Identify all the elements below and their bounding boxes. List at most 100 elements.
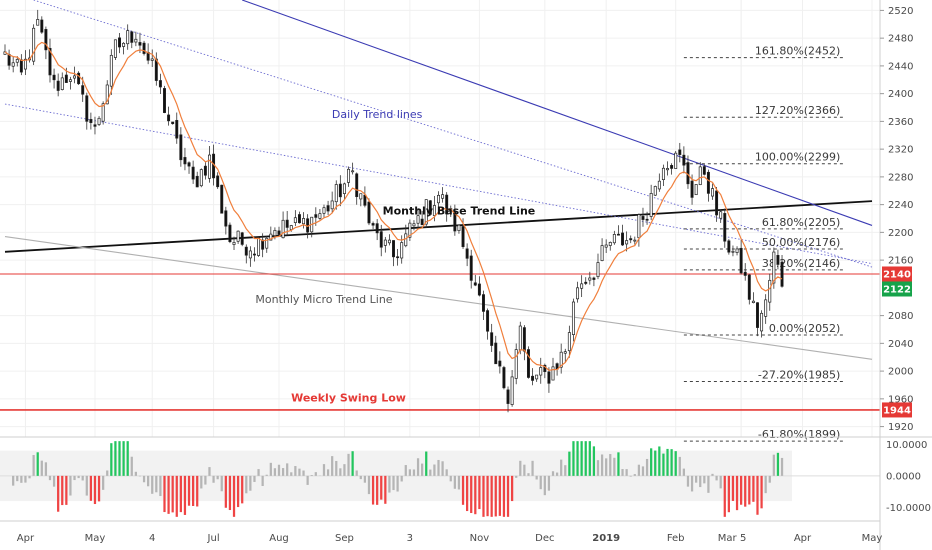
candle-body xyxy=(432,205,436,216)
candle-body xyxy=(576,287,580,300)
candle-body xyxy=(122,42,126,47)
candle-body xyxy=(571,301,575,335)
candle-body xyxy=(387,239,391,244)
candle-body xyxy=(330,200,334,210)
candle-body xyxy=(645,218,649,221)
candle-body xyxy=(715,190,719,216)
candle-body xyxy=(756,302,759,328)
price-badge xyxy=(882,402,912,418)
candle-body xyxy=(273,229,277,237)
candle-body xyxy=(616,233,620,236)
oscillator-pane xyxy=(0,436,932,517)
candle-body xyxy=(171,121,175,125)
candle-body xyxy=(584,281,588,284)
price-badge-label: 2122 xyxy=(883,284,911,295)
time-tick-label: Dec xyxy=(535,533,554,544)
candle-body xyxy=(396,256,400,259)
candle-body xyxy=(559,351,563,368)
candle-body xyxy=(690,180,694,198)
time-tick-label: Feb xyxy=(667,533,685,544)
candle-body xyxy=(657,180,661,190)
candle-body xyxy=(437,194,440,204)
fib-level-label: 50.00%(2176) xyxy=(762,236,841,249)
trend-lines xyxy=(4,0,873,360)
candle-body xyxy=(248,250,252,259)
fib-level-label: -27.20%(1985) xyxy=(758,369,841,382)
price-pane-bg xyxy=(0,0,880,437)
candle-body xyxy=(400,242,404,259)
candle-body xyxy=(199,169,203,187)
candle-body xyxy=(674,152,678,169)
candle-body xyxy=(670,165,674,169)
price-tick-label: 2360 xyxy=(888,117,913,128)
candle-body xyxy=(183,157,187,165)
candle-body xyxy=(649,193,653,217)
candle-body xyxy=(482,294,485,312)
candle-body xyxy=(167,114,171,122)
candle-body xyxy=(220,184,224,214)
candle-body xyxy=(322,207,326,214)
candle-body xyxy=(19,59,23,73)
time-tick-label: Nov xyxy=(470,533,490,544)
candle-body xyxy=(342,183,346,194)
grid-lines xyxy=(0,0,880,437)
candle-body xyxy=(363,194,367,206)
fib-level-label: 61.80%(2205) xyxy=(762,216,841,229)
candle-body xyxy=(445,194,449,215)
candle-body xyxy=(355,173,359,198)
candle-body xyxy=(486,310,490,332)
candle-body xyxy=(580,283,584,289)
price-tick-label: 2000 xyxy=(888,367,913,378)
candle-body xyxy=(60,77,64,90)
fib-level-label: 100.00%(2299) xyxy=(755,151,841,164)
candle-body xyxy=(375,223,379,234)
candle-body xyxy=(600,245,604,261)
candle-body xyxy=(502,367,506,389)
candle-body xyxy=(269,233,273,241)
price-axis[interactable]: 2520 2480 2440 2400 2360 2320 2280 2240 2200 2160… xyxy=(879,0,913,550)
candle-body xyxy=(514,349,518,379)
candle-body xyxy=(351,170,355,173)
candle-body xyxy=(175,119,179,139)
candle-body xyxy=(150,58,154,61)
candle-body xyxy=(408,222,412,238)
candle-body xyxy=(81,85,85,95)
candle-body xyxy=(289,225,293,230)
candle-body xyxy=(404,233,408,247)
candle-body xyxy=(277,230,281,235)
annotation-label: Monthly Micro Trend Line xyxy=(255,293,392,306)
time-axis[interactable]: Apr May 4 Jul Aug Sep 3 Nov Dec 2019 Feb Mar 5 Apr May xyxy=(0,520,882,544)
time-tick-label: Jul xyxy=(207,533,220,544)
candle-body xyxy=(158,80,162,88)
candle-body xyxy=(469,255,473,281)
candle-body xyxy=(379,231,383,248)
candle-body xyxy=(412,223,416,227)
fib-level-label: 127.20%(2366) xyxy=(755,104,841,117)
candle-body xyxy=(539,367,543,376)
candle-body xyxy=(36,19,40,26)
candle-body xyxy=(52,74,56,81)
candle-body xyxy=(743,271,747,276)
candle-body xyxy=(334,184,338,203)
candle-body xyxy=(40,19,44,33)
candle-body xyxy=(567,332,571,352)
price-tick-label: 2200 xyxy=(888,228,913,239)
candle-body xyxy=(604,244,608,248)
candle-body xyxy=(130,31,134,43)
price-badge xyxy=(882,281,912,297)
oscillator-axis[interactable]: 10.0000 0.0000 -10.0000 xyxy=(886,440,931,514)
fibonacci-levels: 161.80%(2452) 127.20%(2366) 100.00%(2299) 6… xyxy=(683,45,844,442)
price-badges: 2140 2122 1944 xyxy=(882,266,912,418)
candle-body xyxy=(723,213,727,242)
candle-body xyxy=(588,277,592,281)
candle-body xyxy=(179,134,183,161)
candle-body xyxy=(526,349,530,378)
candle-body xyxy=(56,80,60,91)
candle-body xyxy=(612,234,616,244)
candle-body xyxy=(518,325,522,351)
candle-body xyxy=(719,211,723,219)
candle-body xyxy=(113,39,117,58)
candle-body xyxy=(383,239,387,246)
time-tick-label: 5 xyxy=(740,533,746,544)
candle-body xyxy=(772,251,776,284)
